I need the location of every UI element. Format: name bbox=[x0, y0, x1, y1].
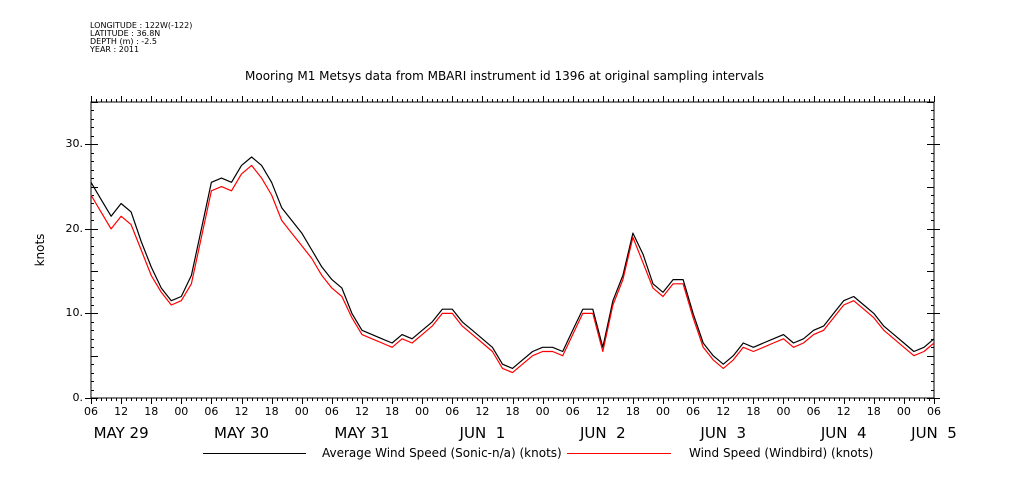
legend-label-windbird-wind-speed: Wind Speed (Windbird) (knots) bbox=[689, 446, 874, 460]
x-tick-label: 00 bbox=[776, 405, 791, 418]
x-tick-label: 12 bbox=[716, 405, 731, 418]
metadata-latitude: LATITUDE : 36.8N bbox=[90, 29, 161, 38]
x-tick-label: 12 bbox=[836, 405, 851, 418]
x-tick-label: 18 bbox=[625, 405, 640, 418]
x-tick-label: 18 bbox=[866, 405, 881, 418]
x-tick-label: 18 bbox=[385, 405, 400, 418]
series-average-wind-speed-line bbox=[90, 156, 935, 369]
x-tick-label: 12 bbox=[354, 405, 369, 418]
metadata-year: YEAR : 2011 bbox=[90, 45, 140, 54]
x-tick-label: 06 bbox=[445, 405, 460, 418]
metadata-depth: DEPTH (m) : -2.5 bbox=[90, 37, 157, 46]
x-tick-label: 00 bbox=[294, 405, 309, 418]
x-tick-label: 00 bbox=[535, 405, 550, 418]
x-tick-label: 06 bbox=[686, 405, 701, 418]
x-tick-label: 12 bbox=[234, 405, 249, 418]
x-tick-label: 06 bbox=[324, 405, 339, 418]
plot-frame bbox=[90, 101, 935, 399]
x-tick-label: 12 bbox=[114, 405, 129, 418]
x-day-label: JUN 3 bbox=[700, 424, 747, 442]
x-day-label: MAY 29 bbox=[93, 424, 149, 442]
metadata-longitude: LONGITUDE : 122W(-122) bbox=[90, 21, 193, 30]
y-tick-label: 10. bbox=[65, 306, 84, 320]
y-tick-label: 30. bbox=[65, 137, 84, 151]
x-tick-label: 18 bbox=[505, 405, 520, 418]
x-tick-label: 12 bbox=[475, 405, 490, 418]
x-day-label: JUN 1 bbox=[459, 424, 506, 442]
x-day-label: JUN 4 bbox=[820, 424, 867, 442]
x-tick-label: 06 bbox=[84, 405, 98, 418]
x-tick-label: 06 bbox=[806, 405, 821, 418]
x-tick-label: 12 bbox=[595, 405, 610, 418]
x-tick-label: 00 bbox=[656, 405, 671, 418]
x-tick-label: 06 bbox=[565, 405, 580, 418]
x-tick-label: 18 bbox=[144, 405, 159, 418]
x-tick-label: 18 bbox=[746, 405, 761, 418]
x-tick-label: 00 bbox=[896, 405, 911, 418]
x-tick-label: 06 bbox=[204, 405, 219, 418]
y-tick-label: 20. bbox=[65, 221, 84, 235]
series-windbird-wind-speed-line bbox=[90, 164, 935, 374]
x-day-label: MAY 31 bbox=[334, 424, 390, 442]
y-tick-label: 0. bbox=[72, 391, 84, 404]
x-day-label: JUN 5 bbox=[911, 424, 957, 442]
x-tick-label: 06 bbox=[927, 405, 941, 418]
x-tick-label: 00 bbox=[174, 405, 189, 418]
x-day-label: MAY 30 bbox=[214, 424, 270, 442]
x-tick-label: 18 bbox=[264, 405, 279, 418]
chart-title: Mooring M1 Metsys data from MBARI instru… bbox=[245, 69, 764, 83]
legend-label-average-wind-speed: Average Wind Speed (Sonic-n/a) (knots) bbox=[322, 446, 562, 460]
x-tick-label: 00 bbox=[415, 405, 430, 418]
x-day-label: JUN 2 bbox=[579, 424, 626, 442]
